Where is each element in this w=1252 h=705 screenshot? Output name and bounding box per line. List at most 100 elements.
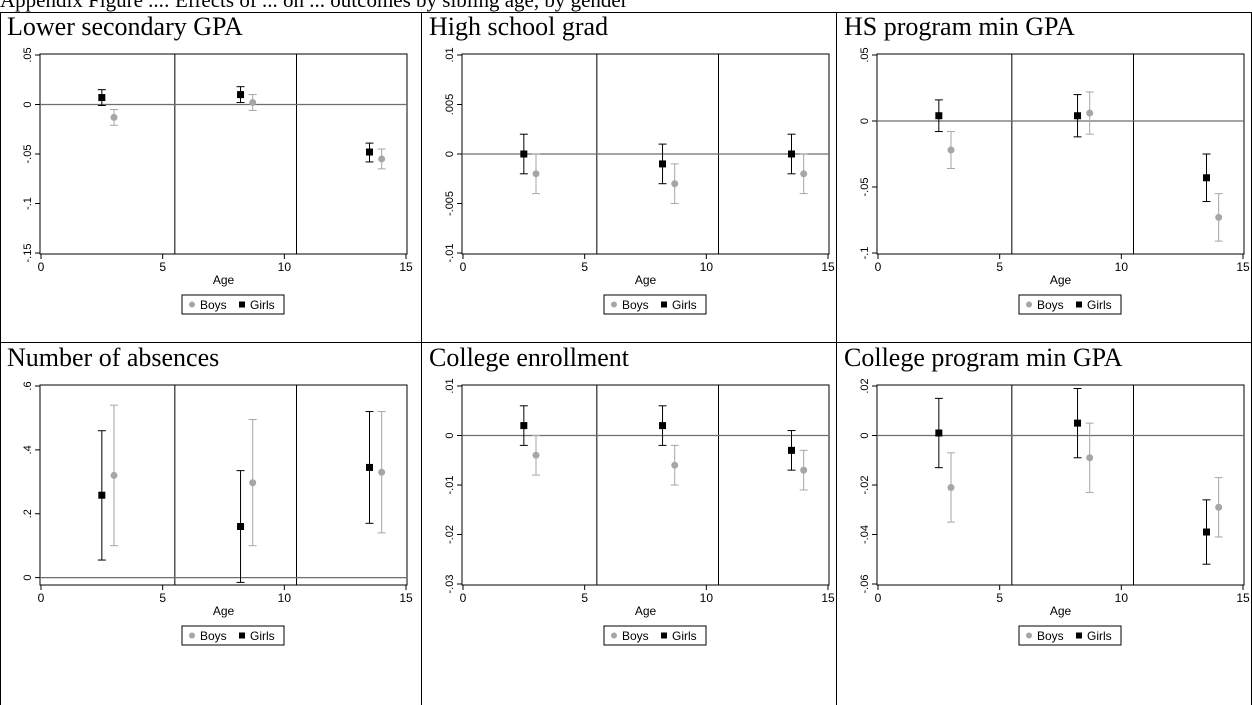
girls-point (1203, 528, 1210, 536)
y-tick-label: .05 (859, 47, 871, 62)
x-tick-label: 10 (1115, 591, 1129, 605)
legend-box (603, 294, 707, 315)
legend-boys-label: Boys (622, 629, 649, 643)
x-tick-label: 15 (821, 260, 835, 274)
x-tick-label: 0 (875, 260, 882, 274)
y-tick-label: -.05 (22, 145, 34, 164)
boys-point (110, 113, 118, 121)
legend-girls-marker (239, 301, 245, 308)
y-tick-label: -.03 (444, 575, 456, 594)
boys-point (378, 468, 386, 476)
x-tick-label: 10 (278, 260, 292, 274)
legend-box (1018, 625, 1122, 646)
panel-hs-program-min-gpa: HS program min GPA .05 0 -.05 -.1 0 5 10 15 Age B… (837, 12, 1251, 342)
legend-boys-marker (189, 301, 195, 308)
y-tick-label: 0 (444, 432, 456, 438)
boys-point (378, 155, 386, 163)
x-tick-label: 15 (821, 591, 835, 605)
x-tick-label: 10 (1115, 260, 1129, 274)
x-axis-title: Age (635, 273, 657, 287)
legend-boys-label: Boys (1037, 298, 1064, 312)
legend-boys-marker (189, 632, 195, 639)
boys-point (947, 146, 955, 154)
x-tick-label: 5 (581, 260, 588, 274)
legend-girls-label: Girls (672, 298, 697, 312)
boys-point (110, 471, 118, 479)
x-tick-label: 0 (875, 591, 882, 605)
legend-boys-label: Boys (200, 629, 227, 643)
x-axis-title: Age (1050, 273, 1072, 287)
x-tick-label: 15 (399, 260, 413, 274)
y-tick-label: 0 (22, 101, 34, 107)
girls-point (1074, 419, 1082, 427)
girls-point (788, 446, 795, 454)
y-tick-label: -.04 (859, 525, 871, 544)
x-tick-label: 0 (38, 260, 45, 274)
legend-girls-label: Girls (672, 629, 697, 643)
plot-frame (39, 384, 408, 586)
y-tick-label: -.02 (444, 525, 456, 544)
chart-college-enrollment: .01 0 -.01 -.02 -.03 0 5 10 15 Age Boys Girls (444, 378, 835, 646)
legend-girls-marker (239, 632, 245, 639)
girls-point (98, 94, 106, 102)
girls-point (520, 422, 528, 430)
panel-title: College enrollment (429, 343, 630, 372)
girls-point (1074, 112, 1082, 120)
y-tick-label: -.1 (859, 247, 871, 260)
boys-point (671, 461, 679, 469)
x-axis-title: Age (213, 604, 235, 618)
y-tick-label: 0 (22, 575, 34, 581)
x-tick-label: 10 (278, 591, 292, 605)
panel-title: Lower secondary GPA (7, 12, 243, 41)
chart-lower-secondary-gpa: .05 0 -.05 -.1 -.15 0 5 10 15 Age Boys Girls (22, 47, 413, 315)
legend-girls-marker (1076, 301, 1082, 308)
y-tick-label: -.02 (859, 476, 871, 495)
panel-grid: Lower secondary GPA .05 0 -.05 -.1 -.15 0 5 10 1… (0, 12, 1252, 705)
boys-point (532, 170, 540, 178)
plot-frame (39, 53, 408, 255)
boys-point (249, 479, 257, 487)
girls-point (98, 491, 106, 499)
y-tick-label: .005 (444, 94, 456, 115)
chart-number-of-absences: .6 .4 .2 0 0 5 10 15 Age Boys Girls (22, 381, 413, 646)
y-tick-label: -.15 (22, 244, 34, 263)
x-tick-label: 15 (399, 591, 413, 605)
x-tick-label: 5 (159, 591, 166, 605)
y-tick-label: .2 (22, 509, 34, 518)
y-tick-label: 0 (859, 118, 871, 124)
grid-divider-h (0, 342, 1252, 343)
girls-point (935, 429, 943, 437)
y-tick-label: .4 (22, 445, 34, 454)
y-tick-label: -.005 (444, 191, 456, 216)
boys-point (1086, 454, 1094, 462)
girls-point (1203, 174, 1210, 182)
boys-point (532, 451, 540, 459)
legend-boys-marker (1026, 301, 1032, 308)
y-tick-label: .02 (859, 378, 871, 393)
x-axis-title: Age (1050, 604, 1072, 618)
grid-divider-v1 (421, 12, 422, 705)
y-tick-label: .01 (444, 47, 456, 62)
y-tick-label: .01 (444, 378, 456, 393)
x-axis-title: Age (635, 604, 657, 618)
y-tick-label: -.06 (859, 575, 871, 594)
plot-frame (461, 384, 830, 586)
panel-lower-secondary-gpa: Lower secondary GPA .05 0 -.05 -.1 -.15 0 5 10 1… (0, 12, 414, 342)
x-tick-label: 5 (581, 591, 588, 605)
boys-point (1086, 109, 1094, 117)
panel-title: High school grad (429, 12, 609, 41)
y-tick-label: .6 (22, 381, 34, 390)
panel-college-enrollment: College enrollment .01 0 -.01 -.02 -.03 0 5 10 1… (422, 343, 836, 673)
y-tick-label: -.01 (444, 244, 456, 263)
legend-boys-marker (1026, 632, 1032, 639)
panel-high-school-grad: High school grad .01 .005 0 -.005 -.01 0 5 10 15… (422, 12, 836, 342)
girls-point (935, 112, 943, 120)
boys-point (947, 483, 955, 491)
figure-caption: Appendix Figure ...: Effects of ... on .… (0, 0, 628, 12)
y-tick-label: .05 (22, 47, 34, 62)
girls-point (366, 148, 373, 156)
panel-title: Number of absences (7, 343, 220, 372)
girls-point (237, 91, 245, 99)
y-tick-label: 0 (444, 151, 456, 157)
plot-frame (876, 384, 1245, 586)
